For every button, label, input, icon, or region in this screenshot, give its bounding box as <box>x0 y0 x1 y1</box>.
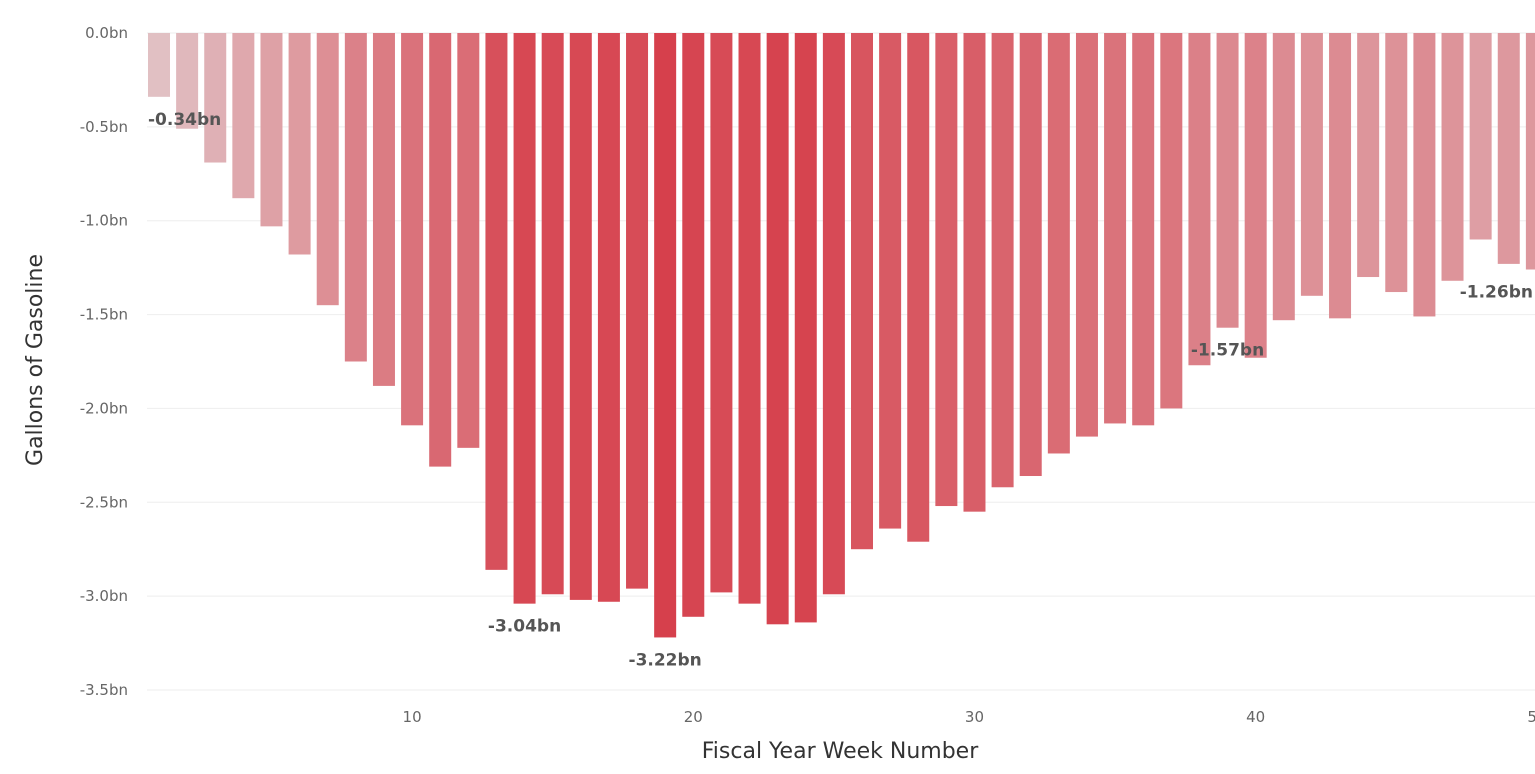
bar-week-34 <box>1075 33 1098 437</box>
bar-week-21 <box>710 33 733 593</box>
bar-week-14 <box>513 33 536 604</box>
bar-week-41 <box>1272 33 1295 321</box>
x-tick-label: 20 <box>684 708 703 726</box>
bar-week-45 <box>1385 33 1408 293</box>
bar-week-30 <box>963 33 986 512</box>
bar-week-37 <box>1160 33 1183 409</box>
bar-week-6 <box>288 33 311 255</box>
bar-week-12 <box>457 33 480 448</box>
bar-week-20 <box>682 33 705 617</box>
bar-week-4 <box>232 33 255 199</box>
y-tick-label: -1.0bn <box>80 212 128 230</box>
bar-week-36 <box>1132 33 1155 426</box>
y-tick-label: -2.0bn <box>80 399 128 417</box>
y-tick-label: -0.5bn <box>80 118 128 136</box>
bar-week-44 <box>1357 33 1380 278</box>
bar-week-17 <box>597 33 620 602</box>
x-axis-title: Fiscal Year Week Number <box>702 739 979 764</box>
bar-week-22 <box>738 33 761 604</box>
bar-week-35 <box>1104 33 1127 424</box>
bar-week-13 <box>485 33 508 570</box>
bar-week-28 <box>907 33 930 542</box>
y-tick-label: -1.5bn <box>80 306 128 324</box>
bar-week-47 <box>1441 33 1464 281</box>
bar-week-24 <box>794 33 817 623</box>
bar-week-27 <box>879 33 902 529</box>
bar-week-42 <box>1300 33 1323 296</box>
bar-week-32 <box>1019 33 1042 477</box>
bar-week-40 <box>1244 33 1267 358</box>
bar-week-18 <box>626 33 649 589</box>
x-tick-label: 40 <box>1246 708 1265 726</box>
bar-week-7 <box>316 33 339 306</box>
bar-week-19 <box>654 33 677 638</box>
bar-week-2 <box>176 33 199 129</box>
bar-week-39 <box>1216 33 1239 328</box>
y-tick-label: 0.0bn <box>85 24 128 42</box>
bar-week-38 <box>1188 33 1211 366</box>
y-tick-label: -3.5bn <box>80 681 128 699</box>
bar-week-16 <box>569 33 592 600</box>
bar-week-26 <box>851 33 873 550</box>
x-axis-ticks: 10 20 30 40 50 <box>403 708 1535 726</box>
data-label: -3.04bn <box>488 617 561 637</box>
bar-week-5 <box>260 33 283 227</box>
bar-week-1 <box>148 33 170 97</box>
bar-week-33 <box>1047 33 1070 454</box>
bar-week-23 <box>766 33 789 625</box>
y-axis-ticks: 0.0bn -0.5bn -1.0bn -1.5bn -2.0bn -2.5bn -3.0b… <box>80 24 128 699</box>
bar-week-10 <box>401 33 424 426</box>
data-label: -0.34bn <box>148 110 221 130</box>
bar-week-15 <box>541 33 564 595</box>
bar-week-29 <box>935 33 958 507</box>
data-label: -1.26bn <box>1460 283 1533 303</box>
x-tick-label: 30 <box>965 708 984 726</box>
bar-week-50 <box>1525 33 1535 270</box>
bar-week-46 <box>1413 33 1436 317</box>
bar-week-9 <box>372 33 395 386</box>
bar-week-43 <box>1329 33 1352 319</box>
bar-week-49 <box>1497 33 1520 264</box>
bar-week-8 <box>344 33 367 362</box>
bar-week-11 <box>429 33 452 467</box>
bar-week-48 <box>1469 33 1492 240</box>
data-labels: -0.34bn -3.04bn -3.22bn -1.57bn -1.26bn <box>148 110 1533 671</box>
y-tick-label: -2.5bn <box>80 493 128 511</box>
x-tick-label: 10 <box>403 708 422 726</box>
bars <box>148 33 1535 638</box>
y-tick-label: -3.0bn <box>80 587 128 605</box>
data-label: -1.57bn <box>1191 341 1264 361</box>
x-tick-label: 50 <box>1527 708 1535 726</box>
y-axis-title: Gallons of Gasoline <box>23 254 48 466</box>
bar-week-25 <box>822 33 845 595</box>
bar-week-31 <box>991 33 1014 488</box>
data-label: -3.22bn <box>629 650 702 670</box>
bar-week-3 <box>204 33 227 163</box>
